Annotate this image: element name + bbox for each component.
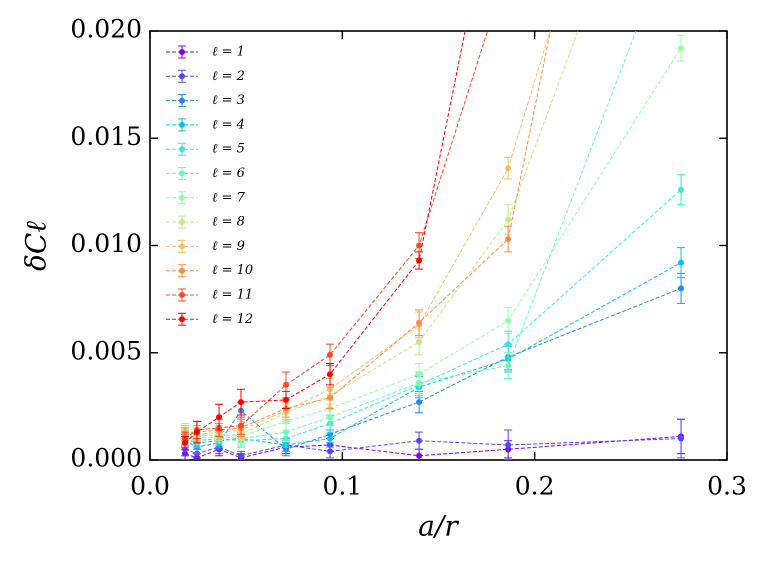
legend-label: ℓ = 6 bbox=[212, 166, 245, 181]
series-line bbox=[184, 189, 682, 442]
y-tick-label: 0.010 bbox=[70, 229, 142, 258]
marker bbox=[416, 371, 423, 378]
legend-marker bbox=[179, 267, 185, 274]
marker bbox=[416, 242, 423, 249]
marker bbox=[505, 216, 512, 223]
legend-marker bbox=[179, 316, 185, 323]
legend-marker bbox=[179, 97, 185, 104]
marker bbox=[678, 186, 685, 193]
plot-area bbox=[181, 31, 686, 460]
marker bbox=[505, 341, 512, 348]
marker bbox=[327, 351, 334, 358]
series-line bbox=[184, 31, 579, 437]
marker bbox=[416, 437, 423, 444]
marker bbox=[505, 441, 512, 448]
y-tick-label: 0.005 bbox=[70, 336, 142, 365]
marker bbox=[216, 414, 223, 421]
y-tick-label: 0.020 bbox=[70, 15, 142, 44]
marker bbox=[282, 381, 289, 388]
marker bbox=[327, 448, 334, 455]
marker bbox=[416, 452, 423, 459]
legend-label: ℓ = 2 bbox=[212, 69, 245, 84]
marker bbox=[237, 452, 244, 459]
legend-marker bbox=[179, 170, 185, 177]
marker bbox=[282, 396, 289, 403]
x-axis-label: a/r bbox=[418, 510, 459, 543]
marker bbox=[505, 165, 512, 172]
legend-label: ℓ = 8 bbox=[212, 215, 245, 230]
y-tick-label: 0.015 bbox=[70, 122, 142, 151]
series-line bbox=[184, 435, 682, 459]
marker bbox=[327, 371, 334, 378]
marker bbox=[505, 362, 512, 369]
legend-label: ℓ = 1 bbox=[212, 45, 245, 60]
marker bbox=[416, 319, 423, 326]
x-tick-label: 0.0 bbox=[130, 472, 170, 501]
marker bbox=[678, 45, 685, 52]
marker bbox=[678, 259, 685, 266]
legend-label: ℓ = 12 bbox=[212, 312, 253, 327]
marker bbox=[327, 435, 334, 442]
x-tick-label: 0.1 bbox=[322, 472, 362, 501]
marker bbox=[327, 394, 334, 401]
marker bbox=[505, 317, 512, 324]
legend-marker bbox=[179, 121, 185, 128]
legend-label: ℓ = 7 bbox=[212, 190, 246, 205]
marker bbox=[678, 435, 685, 442]
x-tick-label: 0.2 bbox=[515, 472, 555, 501]
legend-marker bbox=[179, 292, 185, 298]
legend-marker bbox=[179, 73, 185, 80]
x-tick-label: 0.3 bbox=[707, 472, 747, 501]
legend-marker bbox=[179, 146, 185, 153]
legend-marker bbox=[179, 243, 185, 250]
legend-marker bbox=[179, 49, 185, 55]
legend-label: ℓ = 3 bbox=[212, 93, 245, 108]
legend-label: ℓ = 11 bbox=[212, 288, 253, 303]
marker bbox=[416, 339, 423, 346]
marker bbox=[237, 399, 244, 406]
marker bbox=[416, 399, 423, 406]
marker bbox=[282, 429, 289, 436]
y-axis-label: δCℓ bbox=[20, 221, 53, 271]
marker bbox=[237, 422, 244, 429]
marker bbox=[182, 439, 189, 446]
y-tick-label: 0.000 bbox=[70, 444, 142, 473]
legend-label: ℓ = 10 bbox=[212, 263, 253, 278]
marker bbox=[678, 285, 685, 292]
marker bbox=[416, 257, 423, 264]
marker bbox=[193, 429, 200, 436]
legend bbox=[158, 38, 268, 354]
legend-label: ℓ = 9 bbox=[212, 239, 245, 254]
legend-label: ℓ = 5 bbox=[212, 142, 245, 157]
legend-marker bbox=[179, 219, 185, 226]
marker bbox=[505, 236, 512, 243]
legend-marker bbox=[179, 194, 185, 201]
legend-label: ℓ = 4 bbox=[212, 117, 245, 132]
